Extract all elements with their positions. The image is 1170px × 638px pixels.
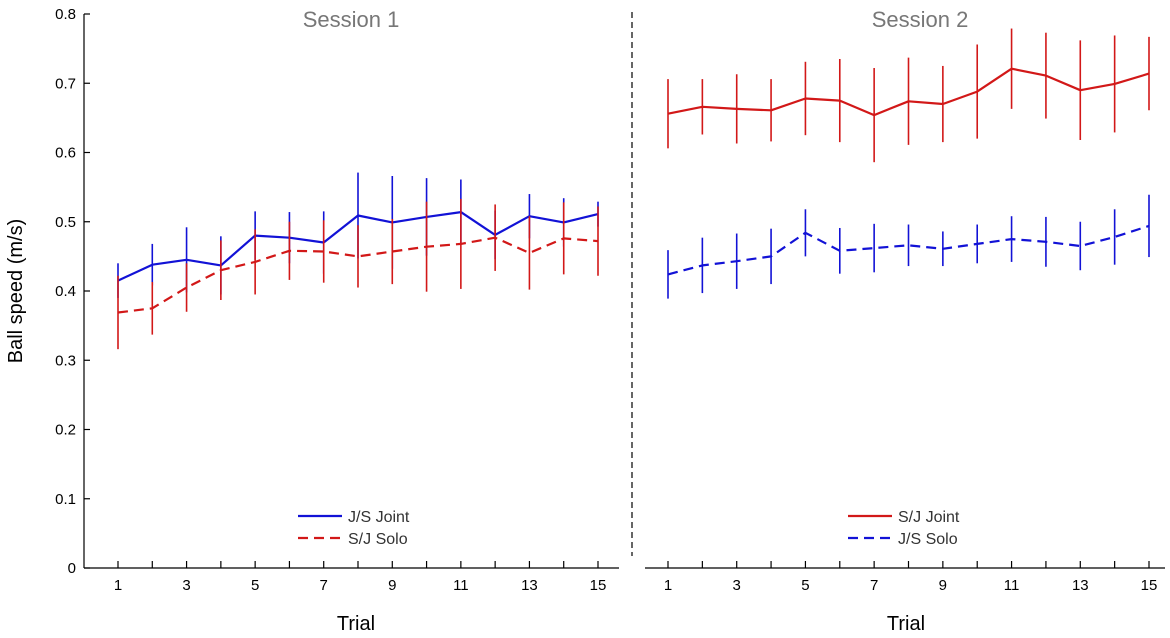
legend-right: S/J Joint J/S Solo: [848, 509, 960, 548]
y-tick-label: 0.5: [55, 214, 76, 231]
legend-label-js-solo: J/S Solo: [898, 531, 958, 548]
x-axis-title-right: Trial: [887, 613, 925, 635]
legend-label-sj-solo: S/J Solo: [348, 531, 408, 548]
y-tick-label: 0.4: [55, 283, 76, 300]
x-tick-label: 1: [664, 577, 672, 594]
x-ticks-right: 1 3 5 7 9 11 13 15: [664, 561, 1158, 594]
x-tick-label: 11: [1004, 577, 1020, 594]
y-ticks: 0 0.1 0.2 0.3 0.4 0.5 0.6 0.7 0.8: [55, 6, 90, 577]
series-j-s-solo: [667, 194, 1150, 299]
y-tick-label: 0.1: [55, 491, 76, 508]
x-tick-label: 15: [590, 577, 607, 594]
x-axis-title-left: Trial: [337, 613, 375, 635]
series-s-j-joint: [667, 28, 1150, 163]
x-tick-label: 9: [388, 577, 396, 594]
legend-left: J/S Joint S/J Solo: [298, 509, 410, 548]
series-line: [117, 236, 599, 314]
panel-title-session-2: Session 2: [872, 7, 969, 32]
y-tick-label: 0.7: [55, 75, 76, 92]
series-left: [117, 172, 599, 350]
x-tick-label: 15: [1141, 577, 1158, 594]
legend-label-sj-joint: S/J Joint: [898, 509, 960, 526]
x-tick-label: 3: [182, 577, 190, 594]
x-ticks-left: 1 3 5 7 9 11 13 15: [114, 561, 607, 594]
x-tick-label: 7: [870, 577, 878, 594]
y-tick-label: 0.8: [55, 6, 76, 23]
x-tick-label: 7: [320, 577, 328, 594]
y-tick-label: 0: [68, 560, 76, 577]
x-tick-label: 5: [251, 577, 259, 594]
x-tick-label: 3: [733, 577, 741, 594]
panel-title-session-1: Session 1: [303, 7, 400, 32]
x-tick-label: 9: [939, 577, 947, 594]
y-tick-label: 0.6: [55, 145, 76, 162]
series-line: [667, 224, 1150, 276]
legend-label-js-joint: J/S Joint: [348, 509, 410, 526]
x-tick-label: 13: [1072, 577, 1089, 594]
x-tick-label: 1: [114, 577, 122, 594]
y-tick-label: 0.3: [55, 352, 76, 369]
y-tick-label: 0.2: [55, 422, 76, 439]
x-tick-label: 13: [521, 577, 538, 594]
panel-right: Session 2 Trial 1 3 5 7 9 11 13 15 S/J Joint J/…: [645, 7, 1165, 635]
x-tick-label: 5: [801, 577, 809, 594]
x-tick-label: 11: [453, 577, 469, 594]
series-s-j-solo: [117, 198, 599, 350]
series-right: [667, 28, 1150, 299]
panel-left: Session 1 Trial Ball speed (m/s) 0 0.1 0.2…: [5, 6, 619, 635]
y-axis-title: Ball speed (m/s): [5, 219, 27, 364]
